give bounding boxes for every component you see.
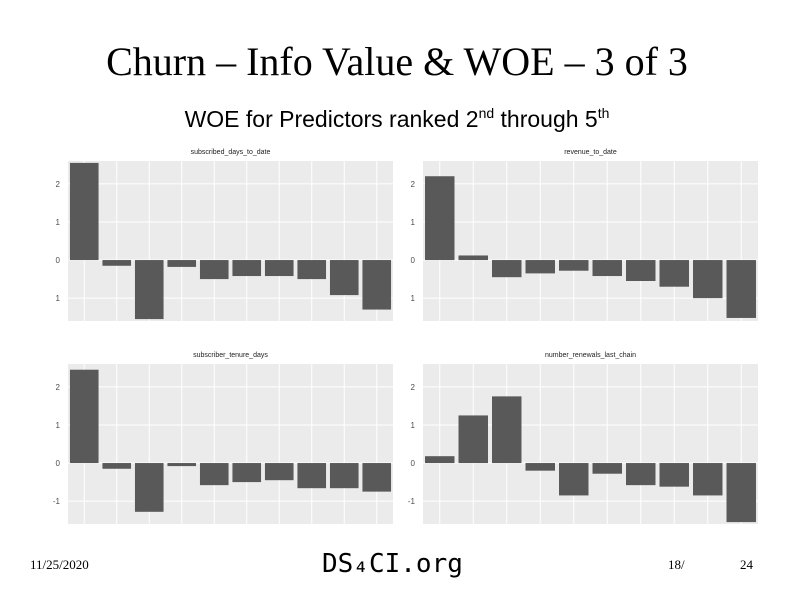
y-tick-label: 0 [56,459,61,468]
bar-3 [492,396,522,464]
bar-3 [134,260,164,320]
chart-title: revenue_to_date [564,149,617,156]
chart-title: number_renewals_last_chain [545,352,636,359]
chart-subscribed-days: subscribed_days_to_date 2 1 0 1 [50,145,395,325]
bar-1 [425,456,455,464]
chart-svg-4: number_renewals_last_chain 2 1 0 -1 [408,352,758,524]
y-tick-label: 1 [411,218,416,227]
bar-4 [525,260,555,274]
bar-1 [69,162,99,261]
bar-5 [199,463,229,486]
bar-3 [492,260,522,278]
bar-4 [167,260,197,267]
y-tick-label: 1 [411,421,416,430]
bar-2 [102,260,132,266]
bar-9 [693,260,723,299]
bar-10 [362,260,392,310]
slide-subtitle: WOE for Predictors ranked 2nd through 5t… [0,105,794,133]
bar-8 [659,260,689,287]
y-tick-label: 0 [411,256,416,265]
bar-7 [264,463,294,481]
y-tick-label: 2 [411,180,416,189]
y-tick-label: 2 [56,180,61,189]
bar-5 [559,463,589,496]
chart-title: subscribed_days_to_date [191,149,271,156]
chart-svg-3: subscriber_tenure_days 2 1 0 -1 [53,352,393,524]
bar-6 [592,463,622,474]
bar-7 [626,260,656,281]
bar-1 [69,369,99,464]
chart-subscriber-tenure: subscriber_tenure_days 2 1 0 -1 [50,348,395,528]
bar-6 [232,260,262,277]
y-tick-label: -1 [408,497,416,506]
subtitle-text-1: WOE for Predictors ranked 2 [184,106,479,132]
footer-date: 11/25/2020 [30,557,89,572]
bar-5 [199,260,229,280]
y-tick-label: 2 [411,383,416,392]
y-tick-label: 1 [56,421,61,430]
bar-8 [297,260,327,280]
bar-7 [264,260,294,277]
bar-6 [592,260,622,277]
bar-8 [297,463,327,489]
bar-8 [659,463,689,487]
bar-9 [329,260,359,296]
footer-brand: DS₄CI.org [322,549,463,579]
y-tick-label: 2 [56,383,61,392]
footer-page-total: 24 [740,557,753,572]
bar-9 [693,463,723,496]
chart-revenue: revenue_to_date 2 1 0 1 [405,145,760,325]
bar-2 [102,463,132,469]
bar-3 [134,463,164,512]
bar-10 [362,463,392,492]
bar-2 [458,255,488,261]
bar-4 [167,463,197,467]
chart-svg-2: revenue_to_date 2 1 0 1 [411,149,758,321]
y-tick-label: 0 [411,459,416,468]
footer-page-number: 18/ [668,557,685,572]
y-tick-label: 1 [56,294,61,303]
y-tick-label: -1 [53,497,61,506]
plot-panel [68,364,393,524]
bar-4 [525,463,555,471]
bar-10 [726,463,756,523]
subtitle-sup-1: nd [478,105,495,121]
subtitle-text-2: through 5 [494,106,598,132]
bar-7 [626,463,656,486]
y-tick-label: 1 [56,218,61,227]
y-tick-label: 1 [411,294,416,303]
bar-9 [329,463,359,489]
y-tick-label: 0 [56,256,61,265]
bar-10 [726,260,756,318]
chart-svg-1: subscribed_days_to_date 2 1 0 1 [56,149,393,321]
bar-6 [232,463,262,483]
bar-5 [559,260,589,271]
chart-title: subscriber_tenure_days [193,352,268,359]
bar-2 [458,415,488,464]
slide-title: Churn – Info Value & WOE – 3 of 3 [106,39,688,84]
chart-renewals: number_renewals_last_chain 2 1 0 -1 [405,348,760,528]
bar-1 [425,176,455,261]
subtitle-sup-2: th [597,105,610,121]
